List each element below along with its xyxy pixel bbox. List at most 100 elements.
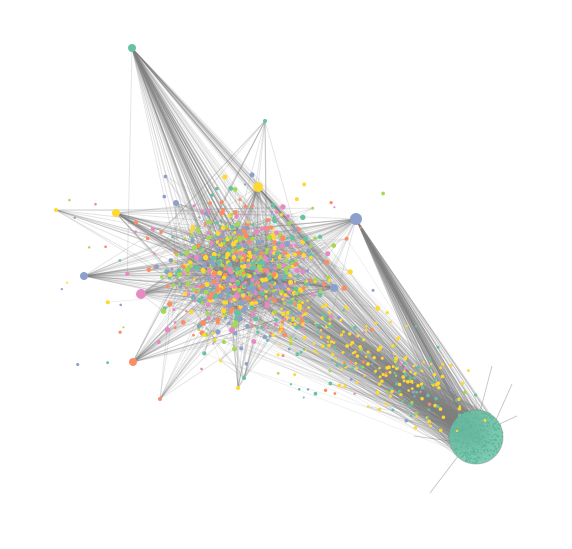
edge [355, 218, 464, 441]
node [457, 397, 461, 402]
edge [266, 298, 274, 314]
edge [131, 47, 211, 216]
node [76, 362, 80, 367]
edge [160, 120, 266, 233]
node [223, 312, 228, 317]
edge [172, 236, 477, 439]
node [286, 253, 291, 258]
node [327, 343, 331, 348]
edge [234, 348, 475, 437]
edge [257, 186, 473, 434]
node [282, 275, 287, 280]
edge [355, 218, 472, 431]
node [487, 440, 489, 443]
edge [302, 271, 480, 427]
node [477, 440, 480, 442]
node [388, 370, 392, 374]
edge [173, 284, 465, 454]
edge [140, 272, 214, 295]
edge [132, 251, 242, 363]
node [272, 266, 277, 270]
node [296, 303, 303, 309]
edge [396, 365, 466, 430]
edge [355, 218, 494, 446]
node [496, 436, 499, 438]
node [226, 248, 232, 253]
node [122, 326, 125, 329]
node [251, 223, 255, 227]
node [239, 346, 244, 351]
edge [259, 272, 484, 446]
edge [140, 257, 243, 295]
node [420, 369, 424, 373]
node [472, 447, 474, 450]
edge [346, 238, 477, 439]
edge [131, 47, 268, 250]
node [270, 266, 274, 270]
edge [373, 357, 462, 433]
node [242, 297, 245, 301]
node [94, 202, 97, 206]
node [214, 282, 220, 288]
node [387, 365, 391, 370]
edge [115, 212, 248, 225]
node [192, 204, 196, 208]
node [374, 321, 378, 325]
edge [355, 218, 466, 418]
edge [115, 212, 308, 283]
node [173, 321, 177, 324]
node [415, 415, 419, 418]
node [280, 285, 286, 290]
node [405, 324, 408, 328]
edge [257, 186, 308, 282]
edge [253, 341, 488, 414]
node [495, 429, 498, 431]
edge [271, 333, 475, 444]
edge [275, 319, 473, 439]
node [191, 294, 196, 298]
edge [230, 218, 357, 283]
edge [55, 209, 189, 235]
edge [355, 218, 475, 438]
node [454, 448, 456, 451]
edge [178, 274, 481, 441]
node [215, 186, 219, 191]
edge [259, 284, 480, 453]
edge [190, 120, 266, 267]
edge [132, 283, 245, 363]
edge [313, 343, 484, 429]
edge [227, 268, 474, 437]
node [224, 224, 229, 229]
node [492, 453, 494, 456]
node [257, 284, 261, 288]
edge [169, 277, 462, 453]
edge [218, 274, 473, 436]
node [434, 377, 438, 380]
edge [241, 245, 487, 444]
edge [132, 253, 278, 363]
node [327, 278, 331, 283]
node [272, 309, 278, 315]
node [485, 441, 488, 444]
edge [257, 259, 494, 450]
edge [131, 47, 238, 261]
edge [184, 293, 459, 449]
edge [234, 333, 477, 415]
node [274, 317, 279, 322]
node [394, 360, 397, 364]
node [219, 219, 223, 222]
node [464, 452, 467, 455]
edge [253, 341, 478, 438]
edge [131, 47, 218, 251]
edge [355, 218, 479, 418]
edge [131, 47, 226, 213]
node [286, 214, 290, 218]
edge [131, 47, 276, 259]
node [150, 227, 155, 232]
node [212, 342, 215, 345]
edge [267, 249, 469, 442]
edge [355, 218, 475, 439]
node [217, 246, 221, 250]
node [206, 230, 211, 235]
edge [355, 218, 461, 443]
